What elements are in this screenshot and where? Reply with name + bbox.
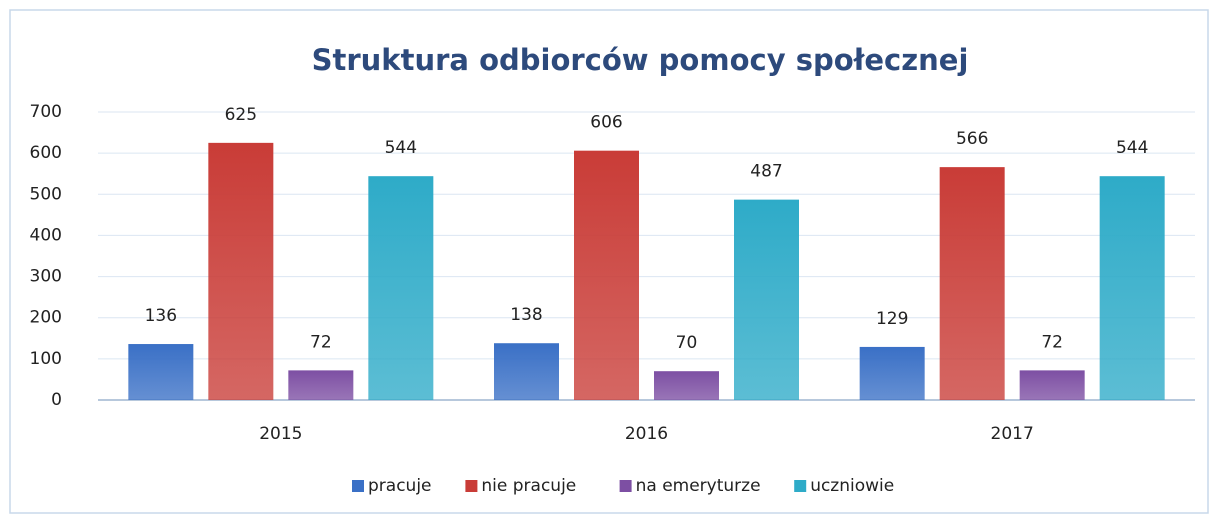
bar <box>939 167 1005 400</box>
legend-label: na emeryturze <box>636 476 761 496</box>
bar <box>368 176 434 400</box>
bar <box>494 343 559 400</box>
y-tick-label: 700 <box>30 102 62 122</box>
data-label: 72 <box>310 332 332 352</box>
x-tick-label: 2016 <box>625 424 668 444</box>
data-label: 625 <box>225 105 257 125</box>
bar <box>288 370 354 400</box>
y-tick-label: 0 <box>51 390 62 410</box>
bar <box>208 142 274 400</box>
data-label: 487 <box>750 162 782 182</box>
y-tick-label: 300 <box>30 267 62 287</box>
bar <box>654 371 719 400</box>
data-label: 566 <box>956 129 988 149</box>
legend-label: uczniowie <box>810 476 894 496</box>
bar <box>734 199 799 400</box>
data-label: 606 <box>590 113 622 133</box>
data-label: 72 <box>1041 332 1063 352</box>
data-label: 136 <box>145 306 177 326</box>
data-label: 544 <box>385 138 417 158</box>
y-tick-label: 200 <box>30 308 62 328</box>
x-tick-label: 2015 <box>259 424 302 444</box>
bar <box>1019 370 1085 400</box>
legend-swatch <box>619 480 632 492</box>
y-tick-label: 500 <box>30 184 62 204</box>
x-tick-label: 2017 <box>991 424 1034 444</box>
data-label: 129 <box>876 309 908 329</box>
bar <box>1099 176 1165 400</box>
legend-label: pracuje <box>368 476 432 496</box>
y-tick-label: 400 <box>30 225 62 245</box>
chart-title: Struktura odbiorców pomocy społecznej <box>312 43 969 77</box>
data-label: 138 <box>510 305 542 325</box>
y-tick-label: 600 <box>30 143 62 163</box>
data-label: 544 <box>1116 138 1148 158</box>
y-tick-label: 100 <box>30 349 62 369</box>
bar <box>574 150 639 400</box>
legend-swatch <box>465 480 478 492</box>
legend-swatch <box>352 480 364 492</box>
bar <box>859 346 925 400</box>
data-label: 70 <box>676 333 698 353</box>
legend-swatch <box>794 480 807 492</box>
legend-label: nie pracuje <box>481 476 576 496</box>
bar <box>128 344 194 400</box>
